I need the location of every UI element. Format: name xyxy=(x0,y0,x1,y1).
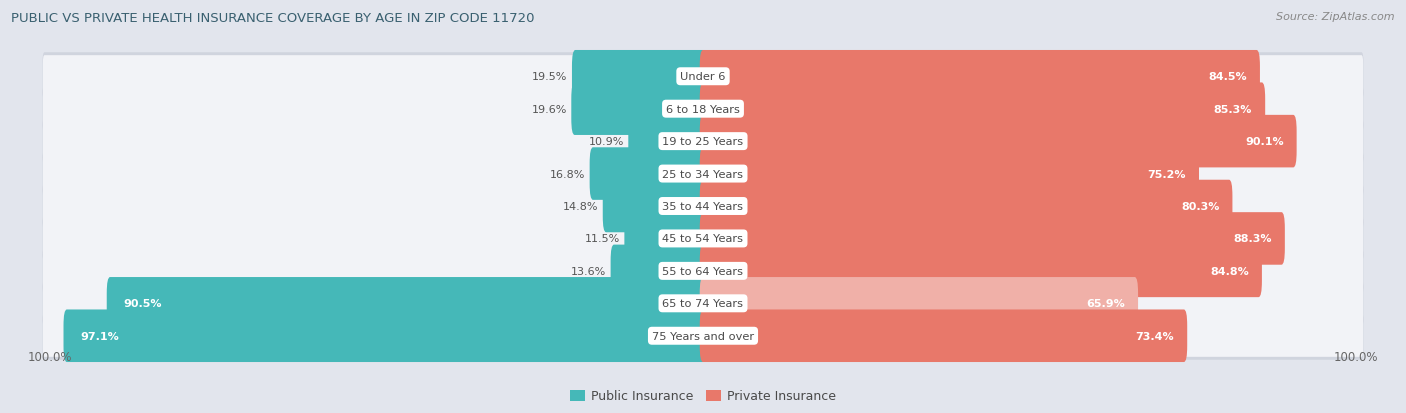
FancyBboxPatch shape xyxy=(589,148,706,200)
Text: 65 to 74 Years: 65 to 74 Years xyxy=(662,299,744,309)
Text: 45 to 54 Years: 45 to 54 Years xyxy=(662,234,744,244)
FancyBboxPatch shape xyxy=(700,213,1285,265)
FancyBboxPatch shape xyxy=(42,56,1364,98)
FancyBboxPatch shape xyxy=(42,280,1364,328)
Text: 19 to 25 Years: 19 to 25 Years xyxy=(662,137,744,147)
Text: 97.1%: 97.1% xyxy=(80,331,118,341)
Text: 85.3%: 85.3% xyxy=(1213,104,1253,114)
Text: 80.3%: 80.3% xyxy=(1181,202,1219,211)
FancyBboxPatch shape xyxy=(700,83,1265,135)
FancyBboxPatch shape xyxy=(700,116,1296,168)
FancyBboxPatch shape xyxy=(42,88,1364,131)
FancyBboxPatch shape xyxy=(42,218,1364,260)
FancyBboxPatch shape xyxy=(42,250,1364,292)
Text: 84.5%: 84.5% xyxy=(1208,72,1247,82)
Text: 35 to 44 Years: 35 to 44 Years xyxy=(662,202,744,211)
Text: 16.8%: 16.8% xyxy=(550,169,585,179)
FancyBboxPatch shape xyxy=(42,215,1364,263)
FancyBboxPatch shape xyxy=(42,247,1364,295)
FancyBboxPatch shape xyxy=(107,278,706,330)
Text: PUBLIC VS PRIVATE HEALTH INSURANCE COVERAGE BY AGE IN ZIP CODE 11720: PUBLIC VS PRIVATE HEALTH INSURANCE COVER… xyxy=(11,12,534,25)
Text: 19.6%: 19.6% xyxy=(531,104,567,114)
FancyBboxPatch shape xyxy=(42,312,1364,360)
FancyBboxPatch shape xyxy=(700,180,1233,233)
FancyBboxPatch shape xyxy=(42,118,1364,166)
FancyBboxPatch shape xyxy=(624,213,706,265)
Text: 100.0%: 100.0% xyxy=(1333,351,1378,363)
Legend: Public Insurance, Private Insurance: Public Insurance, Private Insurance xyxy=(565,385,841,408)
FancyBboxPatch shape xyxy=(42,85,1364,133)
FancyBboxPatch shape xyxy=(700,278,1137,330)
Text: 84.8%: 84.8% xyxy=(1211,266,1249,276)
Text: 13.6%: 13.6% xyxy=(571,266,606,276)
FancyBboxPatch shape xyxy=(42,315,1364,357)
Text: 14.8%: 14.8% xyxy=(562,202,598,211)
Text: 88.3%: 88.3% xyxy=(1233,234,1272,244)
Text: 75.2%: 75.2% xyxy=(1147,169,1185,179)
FancyBboxPatch shape xyxy=(628,116,706,168)
Text: 100.0%: 100.0% xyxy=(28,351,73,363)
Text: 55 to 64 Years: 55 to 64 Years xyxy=(662,266,744,276)
Text: 73.4%: 73.4% xyxy=(1136,331,1174,341)
FancyBboxPatch shape xyxy=(42,121,1364,163)
FancyBboxPatch shape xyxy=(63,310,706,362)
FancyBboxPatch shape xyxy=(572,51,706,103)
FancyBboxPatch shape xyxy=(700,245,1263,297)
Text: 6 to 18 Years: 6 to 18 Years xyxy=(666,104,740,114)
FancyBboxPatch shape xyxy=(42,153,1364,195)
Text: 19.5%: 19.5% xyxy=(531,72,568,82)
FancyBboxPatch shape xyxy=(42,53,1364,101)
FancyBboxPatch shape xyxy=(571,83,706,135)
FancyBboxPatch shape xyxy=(700,51,1260,103)
FancyBboxPatch shape xyxy=(42,185,1364,228)
Text: 90.5%: 90.5% xyxy=(124,299,162,309)
FancyBboxPatch shape xyxy=(42,183,1364,230)
Text: 90.1%: 90.1% xyxy=(1244,137,1284,147)
FancyBboxPatch shape xyxy=(42,282,1364,325)
Text: 75 Years and over: 75 Years and over xyxy=(652,331,754,341)
FancyBboxPatch shape xyxy=(603,180,706,233)
Text: 11.5%: 11.5% xyxy=(585,234,620,244)
FancyBboxPatch shape xyxy=(610,245,706,297)
FancyBboxPatch shape xyxy=(700,148,1199,200)
Text: 10.9%: 10.9% xyxy=(588,137,624,147)
Text: Under 6: Under 6 xyxy=(681,72,725,82)
Text: Source: ZipAtlas.com: Source: ZipAtlas.com xyxy=(1277,12,1395,22)
FancyBboxPatch shape xyxy=(42,150,1364,198)
Text: 25 to 34 Years: 25 to 34 Years xyxy=(662,169,744,179)
FancyBboxPatch shape xyxy=(700,310,1187,362)
Text: 65.9%: 65.9% xyxy=(1087,299,1125,309)
